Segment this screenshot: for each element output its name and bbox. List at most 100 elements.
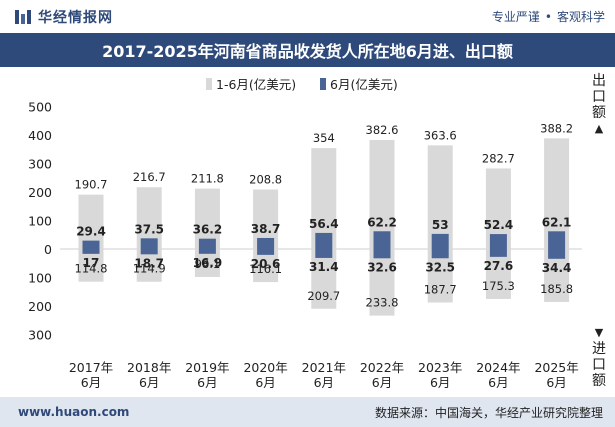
x-tick-label: 2022年 [360,360,404,375]
monthly-bar [315,232,333,258]
footer: www.huaon.com 数据来源：中国海关，华经产业研究院整理 [0,397,615,427]
monthly-import-label: 32.5 [425,260,455,274]
cumulative-export-label: 282.7 [482,151,515,165]
cumulative-import-label: 233.8 [366,296,399,310]
x-tick-label: 2024年 [476,360,520,375]
monthly-import-label: 18.7 [134,256,164,270]
slogan: 专业严谨 • 客观科学 [492,8,605,25]
monthly-import-label: 17 [83,256,100,270]
arrow-up-icon: ▲ [594,122,604,135]
brand-name: 华经情报网 [38,9,113,26]
y-axis: 500 400 300 200 100 0 100 200 300 [28,100,52,343]
monthly-export-label: 62.1 [542,215,572,229]
x-tick-label: 6月 [255,375,275,390]
y-tick-label: 300 [28,157,52,172]
bars [78,138,570,316]
monthly-import-label: 20.6 [251,257,281,271]
y-tick-label: 100 [28,214,52,229]
monthly-import-label: 27.6 [484,259,514,273]
monthly-export-label: 38.7 [251,222,281,236]
monthly-bar [548,231,566,259]
monthly-import-label: 16.9 [193,256,223,270]
cumulative-import-label: 185.8 [540,282,573,296]
cumulative-import-label: 187.7 [424,282,457,296]
chart: 1-6月(亿美元) 6月(亿美元) 500 400 300 200 100 0 100 200 3… [28,77,582,390]
monthly-import-label: 34.4 [542,261,572,275]
monthly-bar [431,233,449,259]
cumulative-export-label: 190.7 [75,178,108,192]
legend-label-2: 6月(亿美元) [330,77,398,92]
monthly-export-label: 56.4 [309,217,339,231]
monthly-import-label: 32.6 [367,260,397,274]
footer-source: 数据来源：中国海关，华经产业研究院整理 [374,405,603,420]
cumulative-bar [136,187,162,282]
y-tick-label: 200 [28,299,52,314]
monthly-export-label: 37.5 [134,222,164,236]
cumulative-bar [311,148,337,309]
x-tick-label: 6月 [372,375,392,390]
chart-title: 2017-2025年河南省商品收发货人所在地6月进、出口额 [102,42,513,61]
x-tick-label: 6月 [546,375,566,390]
cumulative-export-label: 354 [313,131,335,145]
y-tick-label: 200 [28,185,52,200]
cumulative-bar [544,138,570,302]
data-labels: 190.7 114.8 29.4 17 216.7 114.9 37.5 18.7 211.8 9… [75,121,574,309]
cumulative-bar [194,188,220,277]
x-tick-label: 2025年 [534,360,578,375]
legend: 1-6月(亿美元) 6月(亿美元) [206,77,398,92]
export-side-text: 出口额 [592,73,606,121]
arrow-down-icon: ▼ [594,326,604,339]
y-tick-label: 0 [44,242,52,257]
monthly-export-label: 53 [432,218,449,232]
slogan-right: 客观科学 [556,10,605,24]
cumulative-export-label: 363.6 [424,128,457,142]
cumulative-export-label: 208.8 [249,172,282,186]
x-tick-label: 6月 [488,375,508,390]
cumulative-bar [427,145,453,303]
chart-title-bar: 2017-2025年河南省商品收发货人所在地6月进、出口额 [0,33,615,67]
x-tick-label: 6月 [81,375,101,390]
x-tick-label: 2017年 [69,360,113,375]
cumulative-import-label: 209.7 [307,289,340,303]
huajing-logo-icon [15,9,31,24]
x-tick-label: 6月 [139,375,159,390]
monthly-bar [489,234,507,257]
legend-swatch-2 [320,78,326,90]
cumulative-import-label: 114.8 [75,262,108,276]
x-tick-label: 2021年 [302,360,346,375]
cumulative-import-label: 98.1 [195,257,221,271]
x-tick-label: 2018年 [127,360,171,375]
x-tick-label: 2023年 [418,360,462,375]
x-tick-label: 2019年 [185,360,229,375]
cumulative-bar [253,189,279,283]
x-tick-label: 6月 [314,375,334,390]
x-tick-label: 2020年 [243,360,287,375]
footer-url[interactable]: www.huaon.com [18,405,130,419]
monthly-bar [257,237,275,255]
import-side-text: 进口额 [592,341,606,389]
y-tick-label: 400 [28,128,52,143]
monthly-export-label: 36.2 [193,223,223,237]
monthly-export-label: 52.4 [484,218,514,232]
cumulative-import-label: 114.9 [133,262,166,276]
cumulative-export-label: 216.7 [133,170,166,184]
slogan-separator: • [544,9,552,24]
brand: 华经情报网 [14,7,113,27]
legend-swatch-1 [206,78,212,90]
export-side-label: 出口额 ▲ [590,73,608,137]
cumulative-import-label: 175.3 [482,279,515,293]
x-axis: 2017年6月2018年6月2019年6月2020年6月2021年6月2022年… [69,360,579,390]
cumulative-bar [78,194,104,282]
cumulative-export-label: 211.8 [191,172,224,186]
x-tick-label: 6月 [197,375,217,390]
monthly-bar [82,240,100,254]
import-side-label: ▼ 进口额 [590,325,608,389]
cumulative-bar [369,139,395,316]
monthly-bar [198,238,216,254]
cumulative-import-label: 116.1 [249,262,282,276]
y-tick-label: 500 [28,100,52,115]
cumulative-export-label: 382.6 [366,123,399,137]
monthly-export-label: 29.4 [76,225,106,239]
y-tick-label: 300 [28,328,52,343]
monthly-bar [140,238,158,255]
